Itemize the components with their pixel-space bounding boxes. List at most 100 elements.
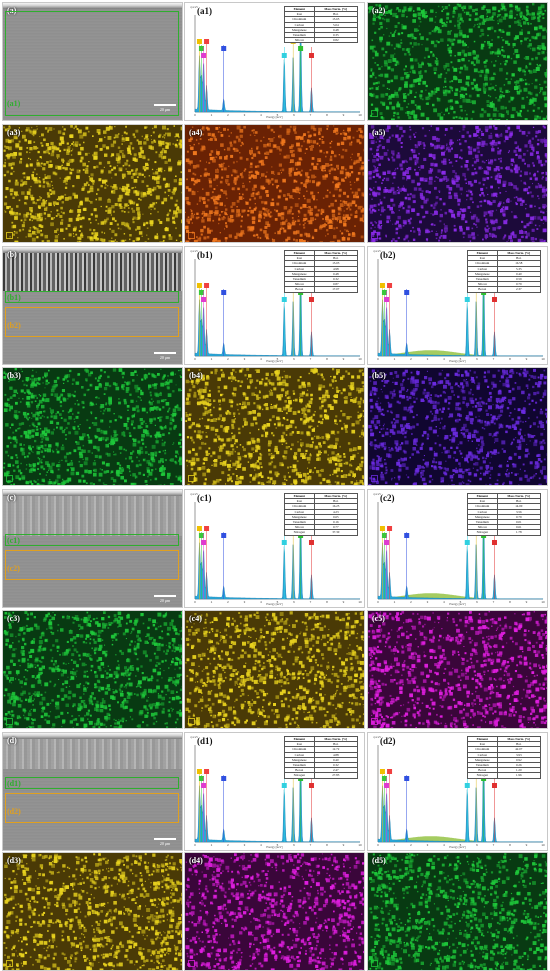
- element-marker-box: [387, 283, 392, 288]
- map-speckle: [368, 853, 548, 971]
- analysis-zone-a1: [5, 11, 179, 116]
- map-speckle: [3, 611, 183, 729]
- panel-label: (b5): [372, 371, 386, 380]
- mass-value-cell: 2.37: [497, 287, 540, 292]
- element-marker-box: [282, 540, 287, 545]
- zone-label: (c2): [7, 564, 20, 573]
- elemental-map-d4: (d4): [184, 852, 365, 971]
- element-marker-box: [199, 776, 204, 781]
- scale-bar-text: 20 μm: [154, 841, 176, 846]
- mass-value-cell: 1.96: [497, 773, 540, 778]
- scale-bar-line: [154, 104, 176, 106]
- element-marker-box: [380, 769, 385, 774]
- corner-marker: [371, 232, 378, 239]
- corner-marker: [188, 475, 195, 482]
- panel-label: (c3): [7, 614, 20, 623]
- panel-label: (d4): [189, 856, 203, 865]
- corner-marker: [371, 475, 378, 482]
- panel-label: (b2): [380, 250, 396, 260]
- mass-value-cell: 17.07: [314, 287, 357, 292]
- energy-axis-label: Energy [keV]: [185, 845, 364, 849]
- element-name-cell: Silicon: [285, 38, 315, 43]
- panel-label: (c): [7, 493, 16, 502]
- element-marker-box: [204, 39, 209, 44]
- energy-axis-label: Energy [keV]: [368, 359, 547, 363]
- panel-label: (d1): [197, 736, 213, 746]
- scale-bar: 20 μm: [154, 838, 176, 846]
- element-marker-box: [404, 776, 409, 781]
- mass-value-cell: 37.30: [314, 530, 357, 535]
- energy-axis-label: Energy [keV]: [368, 602, 547, 606]
- panel-label: (d2): [380, 736, 396, 746]
- elemental-map-a3: (a3): [2, 124, 183, 243]
- map-speckle: [368, 3, 548, 121]
- element-name-cell: Nitrogen: [285, 530, 315, 535]
- elemental-map-b3: (b3): [2, 367, 183, 486]
- mass-value-cell: 27.83: [314, 773, 357, 778]
- panel-label: (b3): [7, 371, 21, 380]
- zone-label: (c1): [7, 536, 20, 545]
- corner-marker: [371, 718, 378, 725]
- panel-label: (a1): [197, 6, 212, 16]
- panel-label: (b4): [189, 371, 203, 380]
- analysis-zone-d2: [5, 793, 179, 823]
- analysis-zone-c2: [5, 550, 179, 580]
- panel-label: (c4): [189, 614, 202, 623]
- elemental-map-a2: (a2): [367, 2, 548, 121]
- element-marker-box: [492, 783, 497, 788]
- element-marker-box: [197, 769, 202, 774]
- panel-label: (c1): [197, 493, 212, 503]
- element-marker-box: [199, 290, 204, 295]
- element-marker-box: [197, 283, 202, 288]
- elemental-map-c5: (c5): [367, 610, 548, 729]
- corner-marker: [6, 960, 13, 967]
- element-marker-box: [201, 297, 206, 302]
- element-marker-box: [309, 297, 314, 302]
- corner-marker: [188, 960, 195, 967]
- element-name-cell: Nitrogen: [468, 773, 498, 778]
- element-name-cell: Boron: [285, 287, 315, 292]
- element-marker-box: [201, 783, 206, 788]
- panel-label: (d): [7, 736, 17, 745]
- elemental-map-b4: (b4): [184, 367, 365, 486]
- mass-value-cell: 1.78: [497, 530, 540, 535]
- element-name-cell: Nitrogen: [468, 530, 498, 535]
- sem-image-d: (d)(d1)(d2)20 μm: [2, 732, 183, 851]
- element-name-cell: Nitrogen: [285, 773, 315, 778]
- analysis-zone-b2: [5, 307, 179, 337]
- element-marker-box: [387, 769, 392, 774]
- element-marker-box: [404, 533, 409, 538]
- panel-label: (b1): [197, 250, 213, 260]
- map-speckle: [185, 853, 365, 971]
- panel-label: (c2): [380, 493, 395, 503]
- map-speckle: [185, 368, 365, 486]
- corner-marker: [6, 232, 13, 239]
- map-speckle: [368, 611, 548, 729]
- element-marker-box: [309, 783, 314, 788]
- panel-label: (c5): [372, 614, 385, 623]
- scale-bar-text: 20 μm: [154, 598, 176, 603]
- element-marker-box: [384, 783, 389, 788]
- energy-axis-label: Energy [keV]: [368, 845, 547, 849]
- elemental-map-b5: (b5): [367, 367, 548, 486]
- mass-value-cell: 0.82: [314, 38, 357, 43]
- panel-label: (d5): [372, 856, 386, 865]
- energy-axis-label: Energy [keV]: [185, 602, 364, 606]
- element-marker-box: [298, 46, 303, 51]
- elemental-map-d3: (d3): [2, 852, 183, 971]
- scale-bar: 20 μm: [154, 595, 176, 603]
- map-speckle: [368, 125, 548, 243]
- panel-label: (a2): [372, 6, 385, 15]
- zone-label: (b2): [7, 321, 21, 330]
